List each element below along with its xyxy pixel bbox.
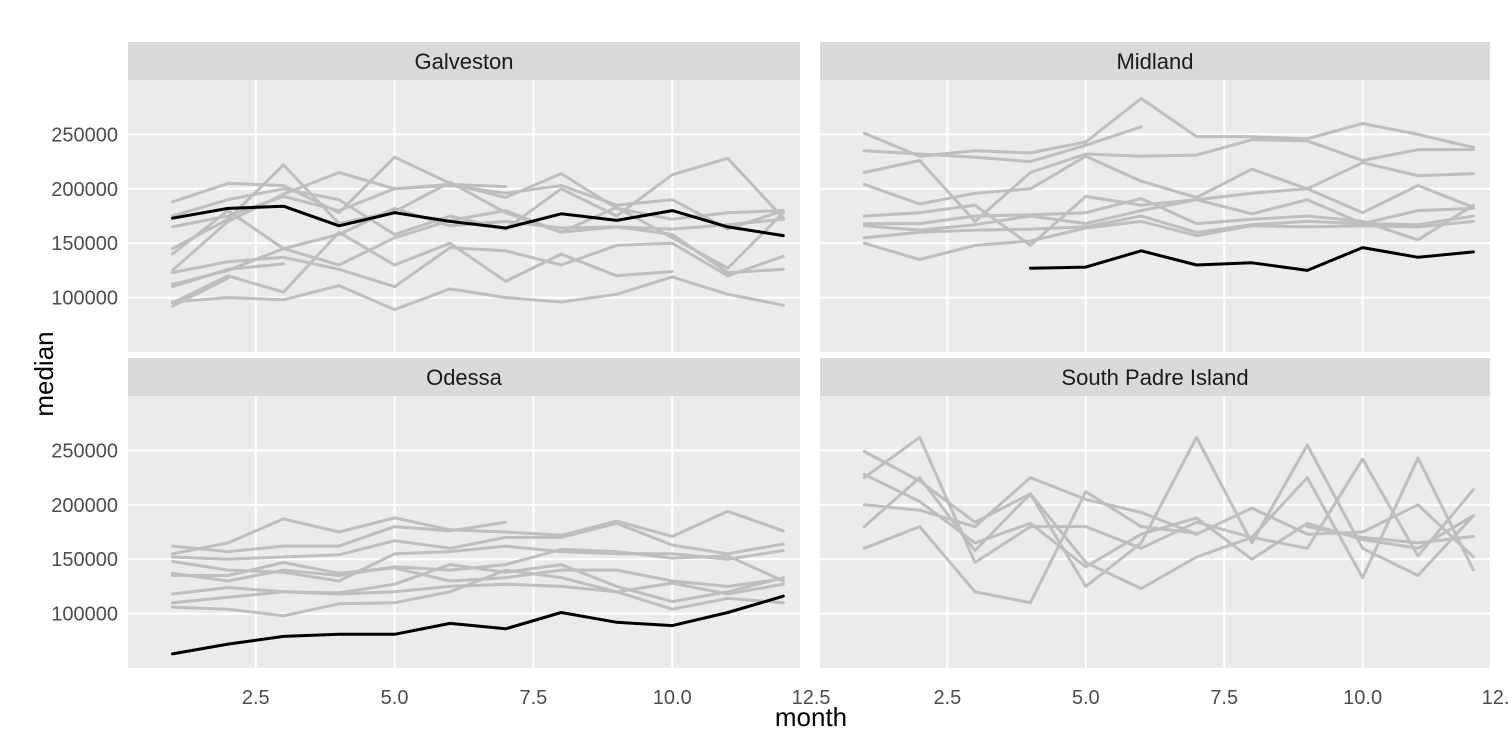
- facet-strip: [128, 358, 800, 396]
- background-series-line: [170, 563, 785, 604]
- x-tick-label: 10.0: [1343, 687, 1382, 709]
- y-tick-label: 100000: [51, 604, 118, 626]
- background-series-line: [170, 241, 785, 289]
- facet-strip-label: Odessa: [426, 365, 503, 390]
- y-tick-label: 150000: [51, 233, 118, 255]
- background-series-line: [862, 154, 1475, 215]
- y-tick-label: 100000: [51, 288, 118, 310]
- background-series-line: [170, 521, 785, 561]
- highlight-series-line: [170, 204, 785, 238]
- background-series-line: [170, 230, 674, 305]
- background-series-line: [862, 214, 1475, 240]
- y-tick-label: 150000: [51, 549, 118, 571]
- facet-panel-background: [820, 396, 1490, 668]
- background-series-line: [862, 472, 1475, 569]
- background-series-line: [170, 276, 230, 308]
- background-series-line: [170, 163, 785, 270]
- background-series-line: [170, 568, 785, 618]
- highlight-series-line: [1028, 246, 1475, 272]
- facet-strip-label: Galveston: [414, 49, 513, 74]
- x-tick-label: 10.0: [653, 687, 692, 709]
- background-series-line: [862, 125, 1143, 164]
- background-series-line: [862, 138, 1475, 223]
- facet-strip: [820, 358, 1490, 396]
- background-series-line: [170, 520, 508, 554]
- x-tick-label: 5.0: [1072, 687, 1100, 709]
- background-series-line: [862, 476, 1475, 559]
- background-series-line: [862, 97, 1475, 158]
- background-series-line: [170, 171, 785, 272]
- x-tick-label: 2.5: [933, 687, 961, 709]
- y-tick-label: 200000: [51, 495, 118, 517]
- highlight-series-line: [170, 594, 785, 656]
- facet-strip: [128, 42, 800, 80]
- x-tick-label: 7.5: [520, 687, 548, 709]
- facet-strip-label: South Padre Island: [1061, 365, 1248, 390]
- background-series-line: [862, 219, 1475, 261]
- background-series-line: [170, 209, 785, 286]
- background-series-line: [862, 161, 1475, 247]
- x-tick-label: 7.5: [1210, 687, 1238, 709]
- y-axis-title: median: [29, 331, 59, 416]
- background-series-line: [1305, 525, 1475, 545]
- background-series-line: [170, 509, 785, 556]
- y-tick-label: 250000: [51, 124, 118, 146]
- facet-strip: [820, 42, 1490, 80]
- background-series-line: [862, 490, 1198, 605]
- background-series-line: [170, 581, 785, 605]
- x-tick-label: 12.5: [1482, 687, 1508, 709]
- x-tick-label: 5.0: [381, 687, 409, 709]
- background-series-line: [170, 262, 285, 289]
- background-series-line: [170, 275, 785, 312]
- x-axis-title: month: [775, 702, 847, 732]
- background-series-line: [862, 198, 1475, 232]
- facet-panel-background: [128, 396, 800, 668]
- y-tick-label: 250000: [51, 440, 118, 462]
- background-series-line: [862, 435, 1475, 564]
- x-tick-label: 2.5: [242, 687, 270, 709]
- background-series-line: [862, 435, 1475, 588]
- background-series-line: [862, 456, 1475, 591]
- facet-strip-label: Midland: [1116, 49, 1193, 74]
- y-tick-label: 200000: [51, 179, 118, 201]
- x-tick-label: 12.5: [792, 687, 831, 709]
